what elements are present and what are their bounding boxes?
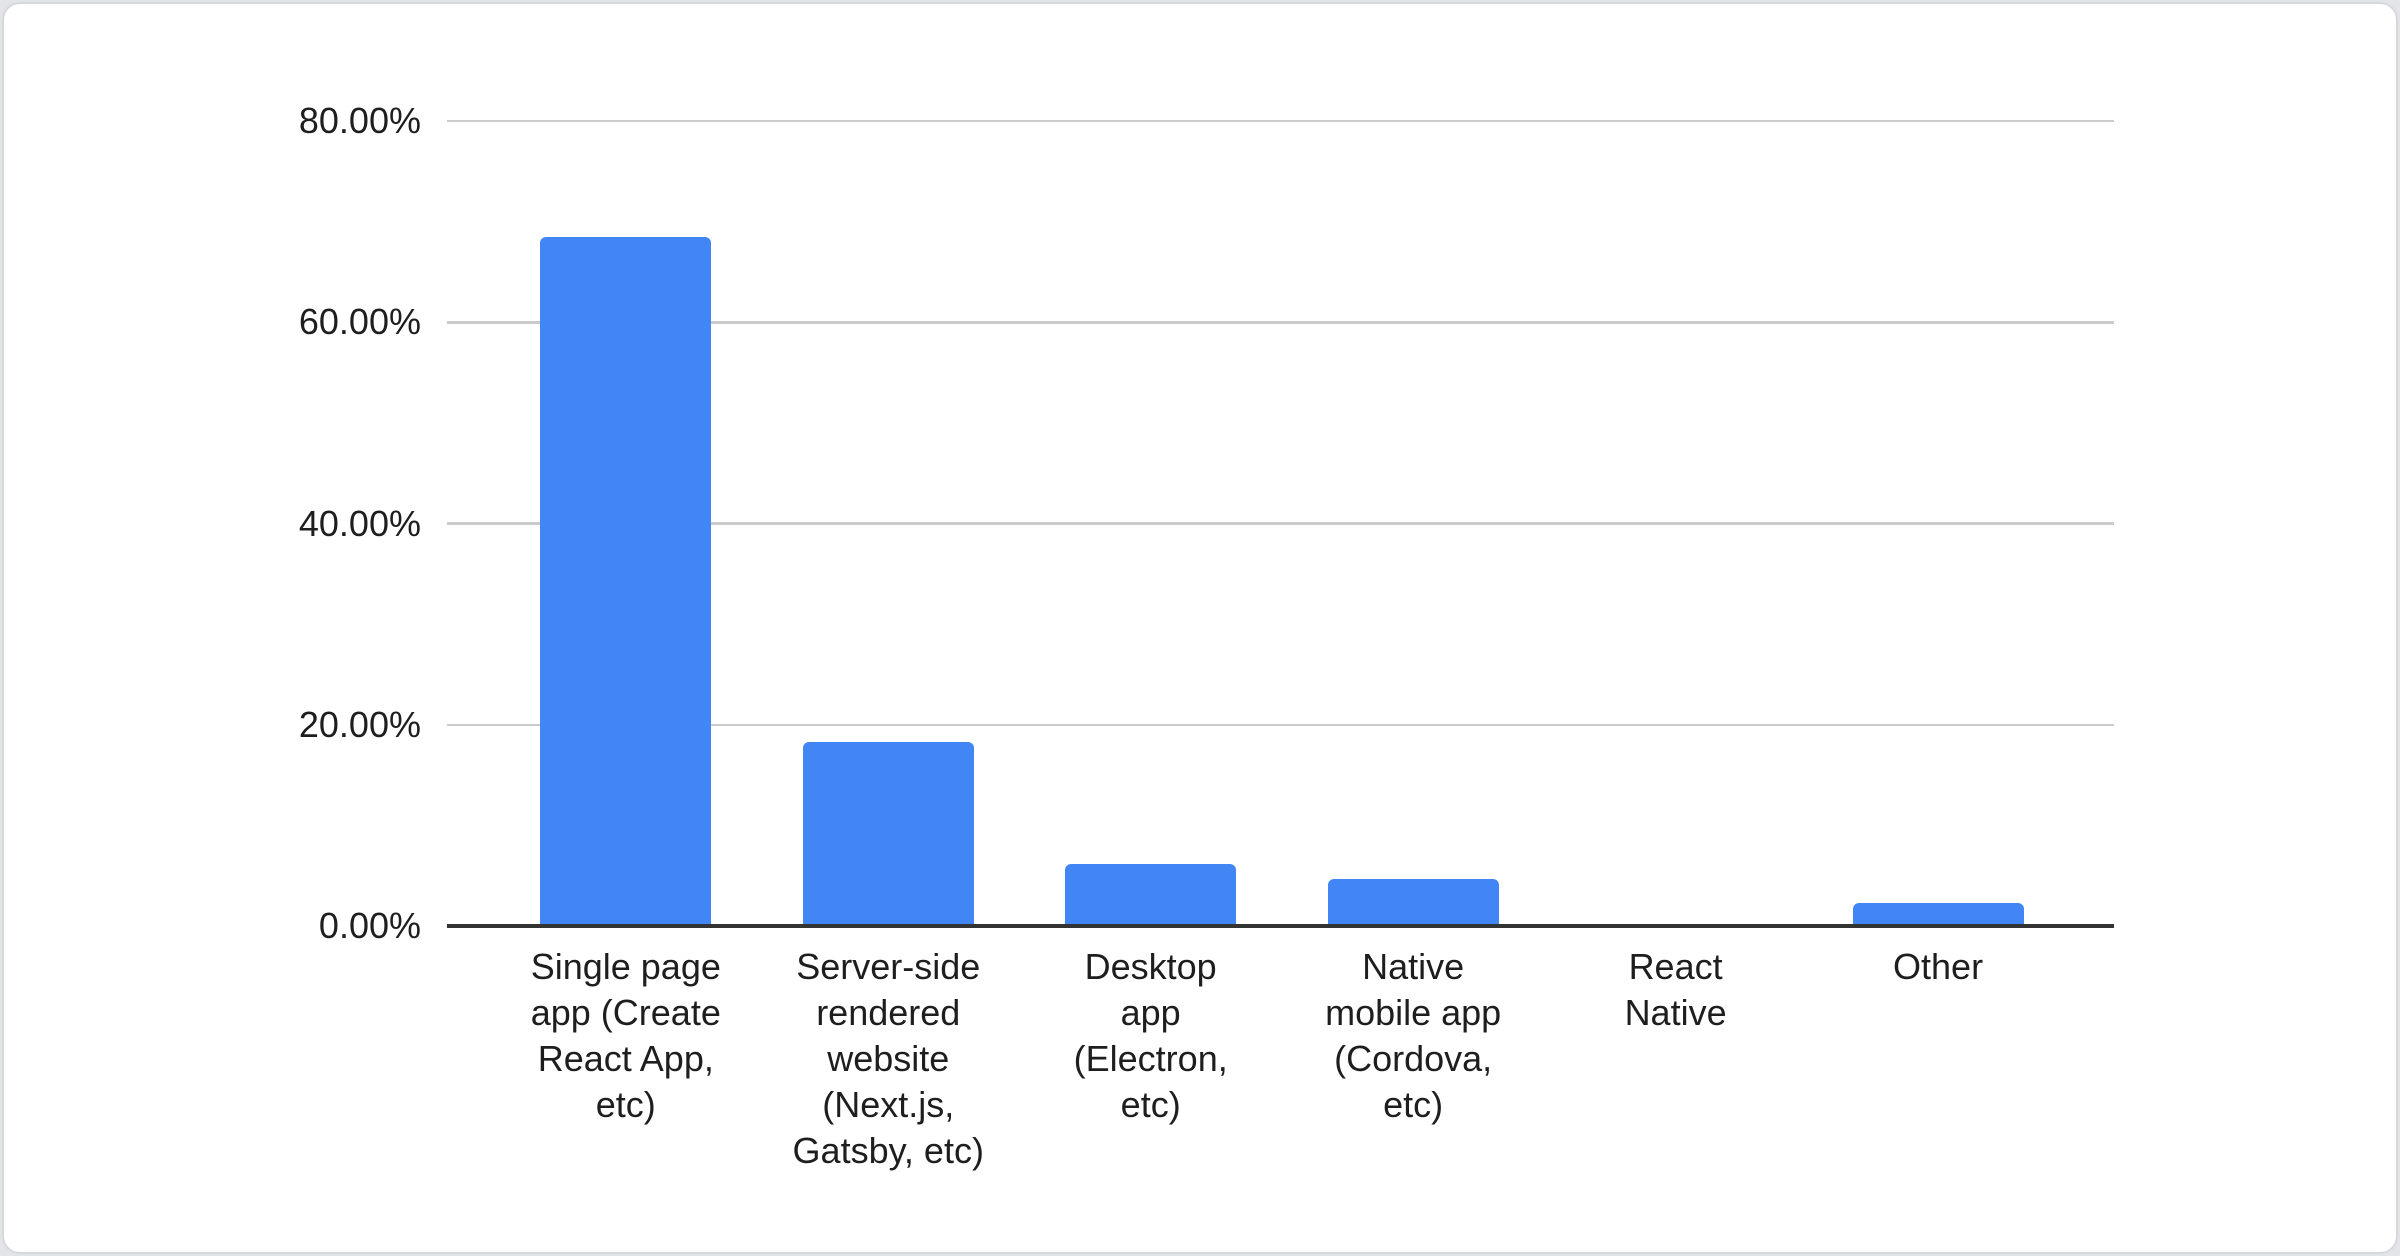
bar-chart: 80.00% 60.00% 40.00% 20.00% 0.00% Single page… <box>4 4 2396 1252</box>
x-label-server-side-rendered-website: Server-side rendered website (Next.js, G… <box>792 946 984 1171</box>
y-tick-label-60pct: 60.00% <box>298 301 421 343</box>
x-label-native-mobile-app: Native mobile app (Cordova, etc) <box>1325 946 1502 1125</box>
y-tick-label-80pct: 80.00% <box>298 100 421 141</box>
gridline-40pct <box>447 522 2114 525</box>
y-tick-label-20pct: 20.00% <box>298 703 421 745</box>
y-tick-label-40pct: 40.00% <box>298 502 421 544</box>
bar-single-page-app[interactable] <box>540 236 712 926</box>
gridline-80pct <box>447 119 2114 123</box>
x-label-desktop-app: Desktop app (Electron, etc) <box>1073 946 1228 1125</box>
x-label-single-page-app: Single page app (Create React App, etc) <box>530 946 721 1125</box>
x-label-other: Other <box>1893 946 1984 987</box>
x-label-react-native: React Native <box>1624 946 1727 1033</box>
bar-native-mobile-app[interactable] <box>1327 878 1499 926</box>
gridline-60pct <box>447 321 2114 324</box>
gridline-20pct <box>447 723 2114 726</box>
x-axis-baseline <box>447 924 2114 928</box>
y-tick-label-0pct: 0.00% <box>318 905 421 946</box>
bar-other[interactable] <box>1852 902 2024 926</box>
bar-desktop-app[interactable] <box>1065 863 1237 926</box>
bar-server-side-rendered-website[interactable] <box>802 741 974 926</box>
